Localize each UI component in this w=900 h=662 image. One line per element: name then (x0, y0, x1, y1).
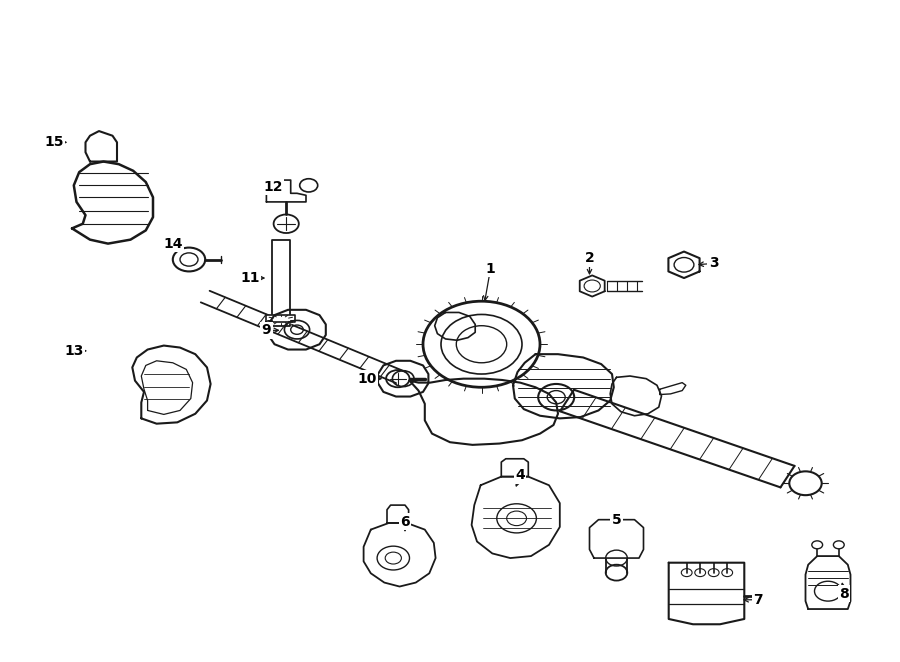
Text: 11: 11 (240, 271, 260, 285)
Ellipse shape (812, 541, 823, 549)
Text: 2: 2 (585, 251, 594, 265)
Polygon shape (472, 477, 560, 558)
Ellipse shape (833, 541, 844, 549)
Text: 12: 12 (263, 179, 283, 194)
Text: 5: 5 (612, 512, 621, 527)
Text: 14: 14 (163, 236, 183, 251)
Polygon shape (266, 180, 306, 202)
Ellipse shape (674, 258, 694, 272)
Text: 10: 10 (357, 371, 377, 386)
Polygon shape (72, 162, 153, 244)
Text: 4: 4 (516, 468, 525, 483)
Text: 7: 7 (753, 592, 762, 607)
Polygon shape (501, 459, 528, 477)
Polygon shape (590, 520, 644, 558)
Text: 15: 15 (44, 135, 64, 150)
Polygon shape (580, 275, 605, 297)
Text: 6: 6 (400, 514, 410, 529)
Polygon shape (86, 131, 117, 162)
Polygon shape (132, 346, 211, 424)
Polygon shape (364, 523, 436, 587)
Polygon shape (272, 240, 290, 326)
Polygon shape (266, 315, 295, 322)
Text: 3: 3 (709, 256, 718, 271)
Polygon shape (669, 252, 699, 278)
Text: 1: 1 (486, 261, 495, 276)
Text: 8: 8 (840, 587, 849, 601)
Polygon shape (387, 505, 409, 523)
Polygon shape (806, 556, 850, 609)
Text: 13: 13 (64, 344, 84, 358)
Text: 9: 9 (262, 323, 271, 338)
Polygon shape (669, 563, 744, 624)
Polygon shape (435, 312, 475, 340)
